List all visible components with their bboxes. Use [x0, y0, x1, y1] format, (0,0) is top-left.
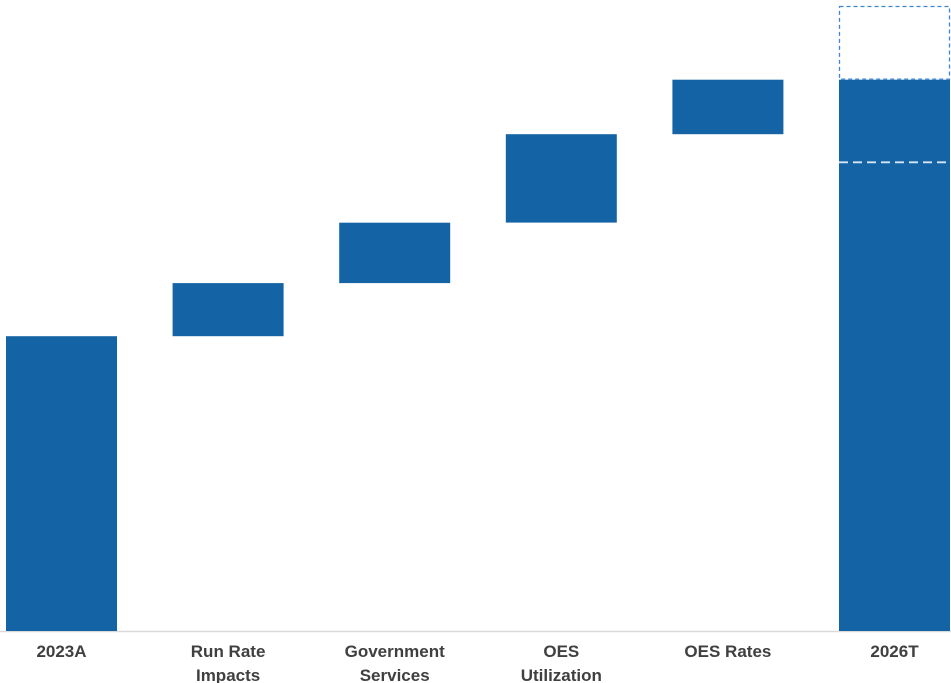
category-label-line: Government [345, 642, 445, 661]
category-label-line: Utilization [521, 666, 602, 683]
target-range-box [838, 5, 951, 80]
bar-0 [6, 336, 117, 631]
bar-4 [672, 79, 784, 135]
bar-5 [839, 79, 950, 631]
bar-1 [172, 283, 284, 337]
category-label-line: OES Rates [684, 642, 771, 661]
category-label-0: 2023A [36, 642, 86, 661]
category-label-1: Run Rate Impacts [191, 642, 266, 683]
bar-2 [339, 222, 451, 284]
category-label-line: 2026T [870, 642, 919, 661]
category-label-line: 2023A [36, 642, 86, 661]
category-label-2: Government Services [345, 642, 445, 683]
category-label-4: OES Rates [684, 642, 771, 661]
category-label-line: Run Rate [191, 642, 266, 661]
category-label-line: Impacts [196, 666, 260, 683]
category-label-line: Services [360, 666, 430, 683]
category-label-3: OES Utilization [521, 642, 602, 683]
category-label-5: 2026T [870, 642, 919, 661]
category-label-line: OES [543, 642, 579, 661]
bar-3 [505, 134, 617, 223]
